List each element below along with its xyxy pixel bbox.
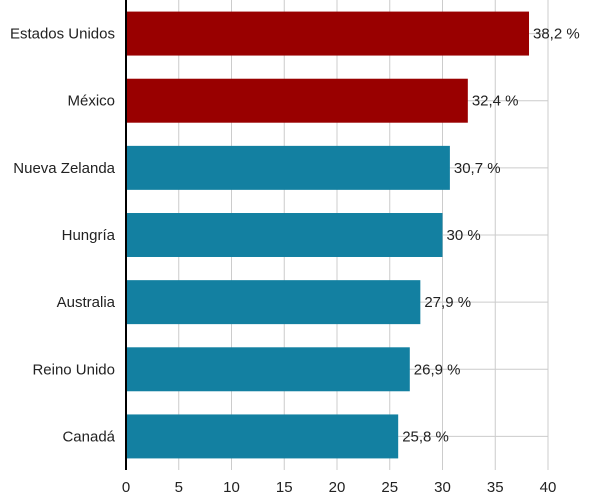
category-label: Australia: [57, 294, 116, 311]
bar: [126, 280, 421, 325]
x-tick-label: 5: [175, 479, 183, 494]
category-label: Canadá: [62, 428, 115, 445]
x-tick-label: 10: [223, 479, 240, 494]
x-tick-label: 30: [434, 479, 451, 494]
category-label: Nueva Zelanda: [13, 160, 115, 177]
data-label: 27,9 %: [424, 294, 471, 311]
data-label: 30 %: [447, 227, 481, 244]
x-tick-label: 35: [487, 479, 504, 494]
x-tick-label: 25: [381, 479, 398, 494]
data-label: 25,8 %: [402, 428, 449, 445]
category-label: México: [67, 93, 115, 110]
bar: [126, 414, 399, 459]
x-tick-label: 20: [329, 479, 346, 494]
x-tick-label: 0: [122, 479, 130, 494]
bar: [126, 213, 443, 257]
bars: [126, 11, 530, 459]
category-label: Estados Unidos: [10, 26, 115, 43]
bar: [126, 347, 410, 392]
bar: [126, 145, 450, 190]
data-label: 38,2 %: [533, 26, 580, 43]
data-label: 30,7 %: [454, 160, 501, 177]
data-label: 26,9 %: [414, 361, 461, 378]
labels: 0 5 10 15 20 25 30 35 40 Estados Unidos 38,2 % Méxi…: [10, 26, 580, 494]
category-label: Hungría: [62, 227, 116, 244]
bar: [126, 78, 468, 123]
category-label: Reino Unido: [32, 361, 115, 378]
bar: [126, 11, 530, 56]
x-tick-label: 15: [276, 479, 293, 494]
x-tick-label: 40: [540, 479, 557, 494]
data-label: 32,4 %: [472, 93, 519, 110]
